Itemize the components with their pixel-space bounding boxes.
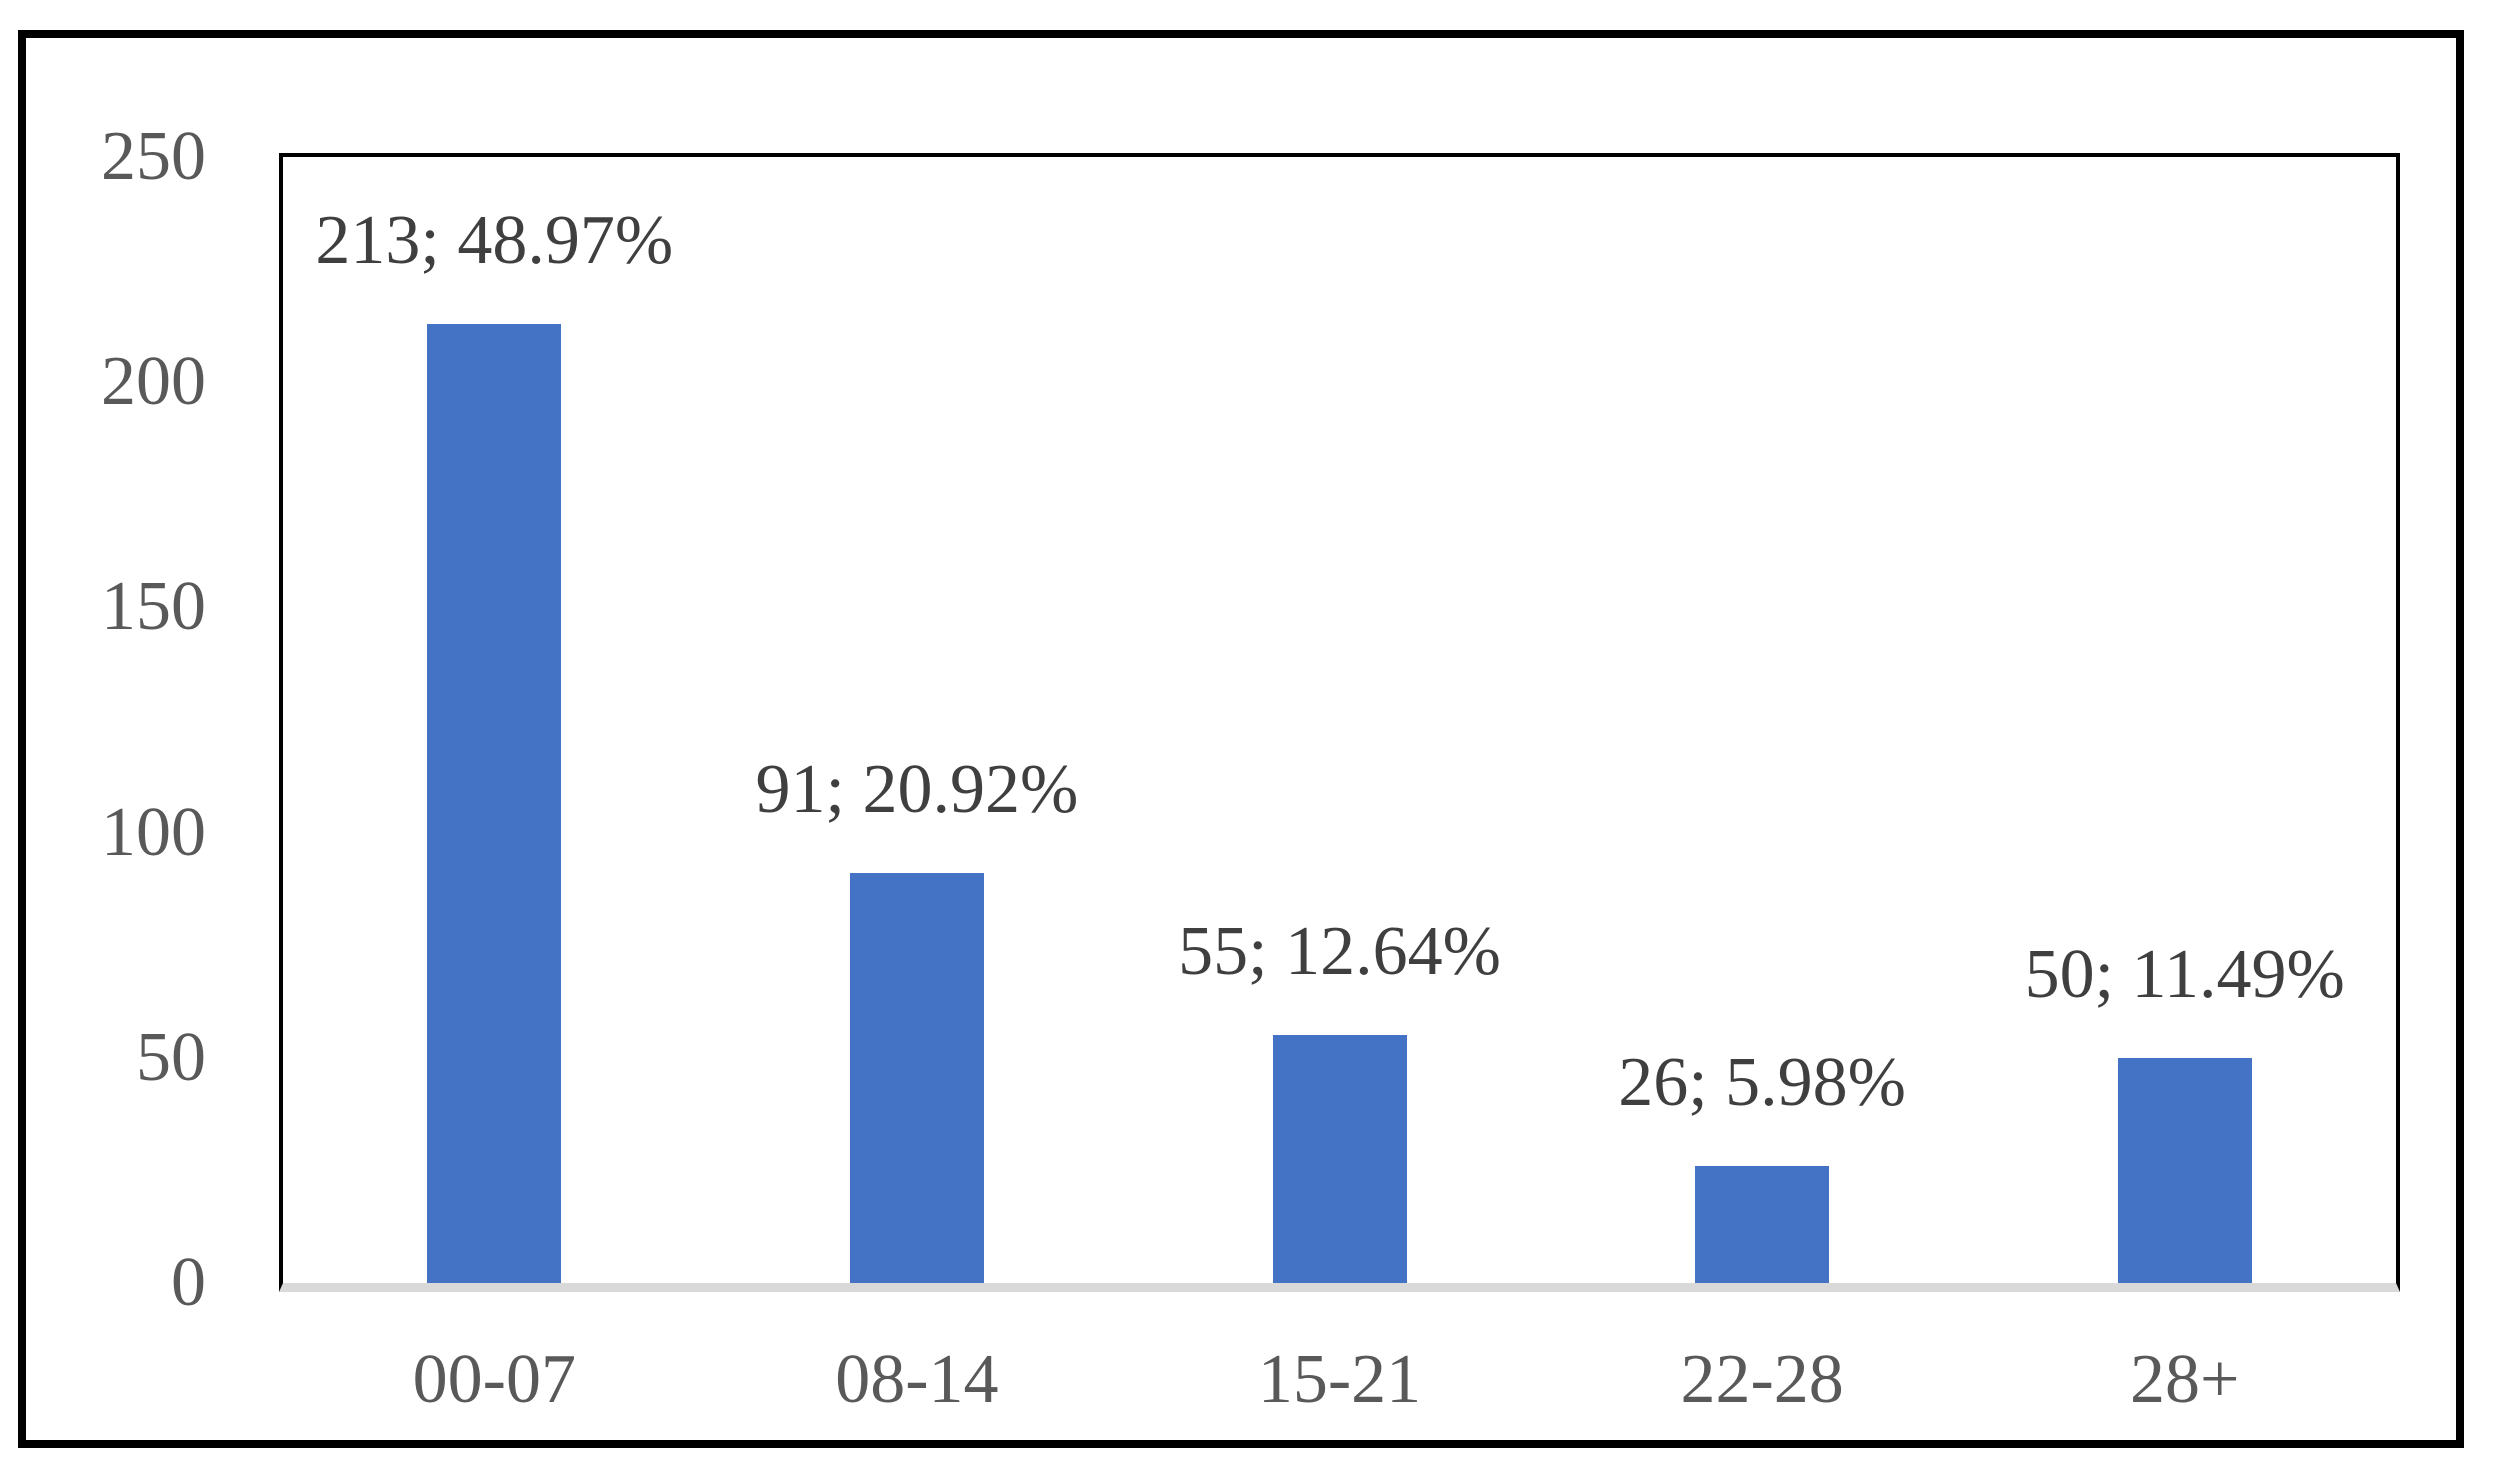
y-axis: 0 50 100 150 200 250 — [26, 38, 206, 1468]
bar — [1272, 1035, 1407, 1283]
y-tick-label: 50 — [136, 1018, 206, 1096]
y-tick-label: 0 — [171, 1244, 206, 1321]
bar — [849, 873, 984, 1283]
bar-value-label: 26; 5.98% — [1618, 1043, 1906, 1121]
y-tick-label: 200 — [101, 343, 206, 421]
bar-value-label: 91; 20.92% — [755, 751, 1079, 829]
bar — [2117, 1057, 2252, 1283]
x-category-label: 28+ — [2129, 1341, 2240, 1418]
plot-inner: 213; 48.97% 91; 20.92% 55; 12.64% 26; 5.98%… — [283, 157, 2396, 1283]
bar — [427, 323, 562, 1283]
bar — [1695, 1165, 1830, 1283]
plot-area: 213; 48.97% 91; 20.92% 55; 12.64% 26; 5.98%… — [279, 153, 2400, 1292]
x-category-label: 00-07 — [412, 1341, 576, 1418]
y-tick-label: 100 — [101, 793, 206, 871]
y-tick-label: 150 — [101, 568, 206, 646]
bar-value-label: 50; 11.49% — [2024, 935, 2345, 1013]
x-category-label: 15-21 — [1257, 1341, 1422, 1418]
x-axis: 00-07 08-14 15-21 22-28 28+ — [26, 1338, 2493, 1448]
bar-value-label: 213; 48.97% — [315, 201, 674, 279]
x-category-label: 22-28 — [1680, 1341, 1844, 1418]
y-tick-label: 250 — [101, 118, 206, 195]
x-category-label: 08-14 — [835, 1341, 999, 1418]
bar-value-label: 55; 12.64% — [1178, 913, 1501, 991]
chart-frame: 213; 48.97% 91; 20.92% 55; 12.64% 26; 5.98%… — [18, 30, 2464, 1448]
